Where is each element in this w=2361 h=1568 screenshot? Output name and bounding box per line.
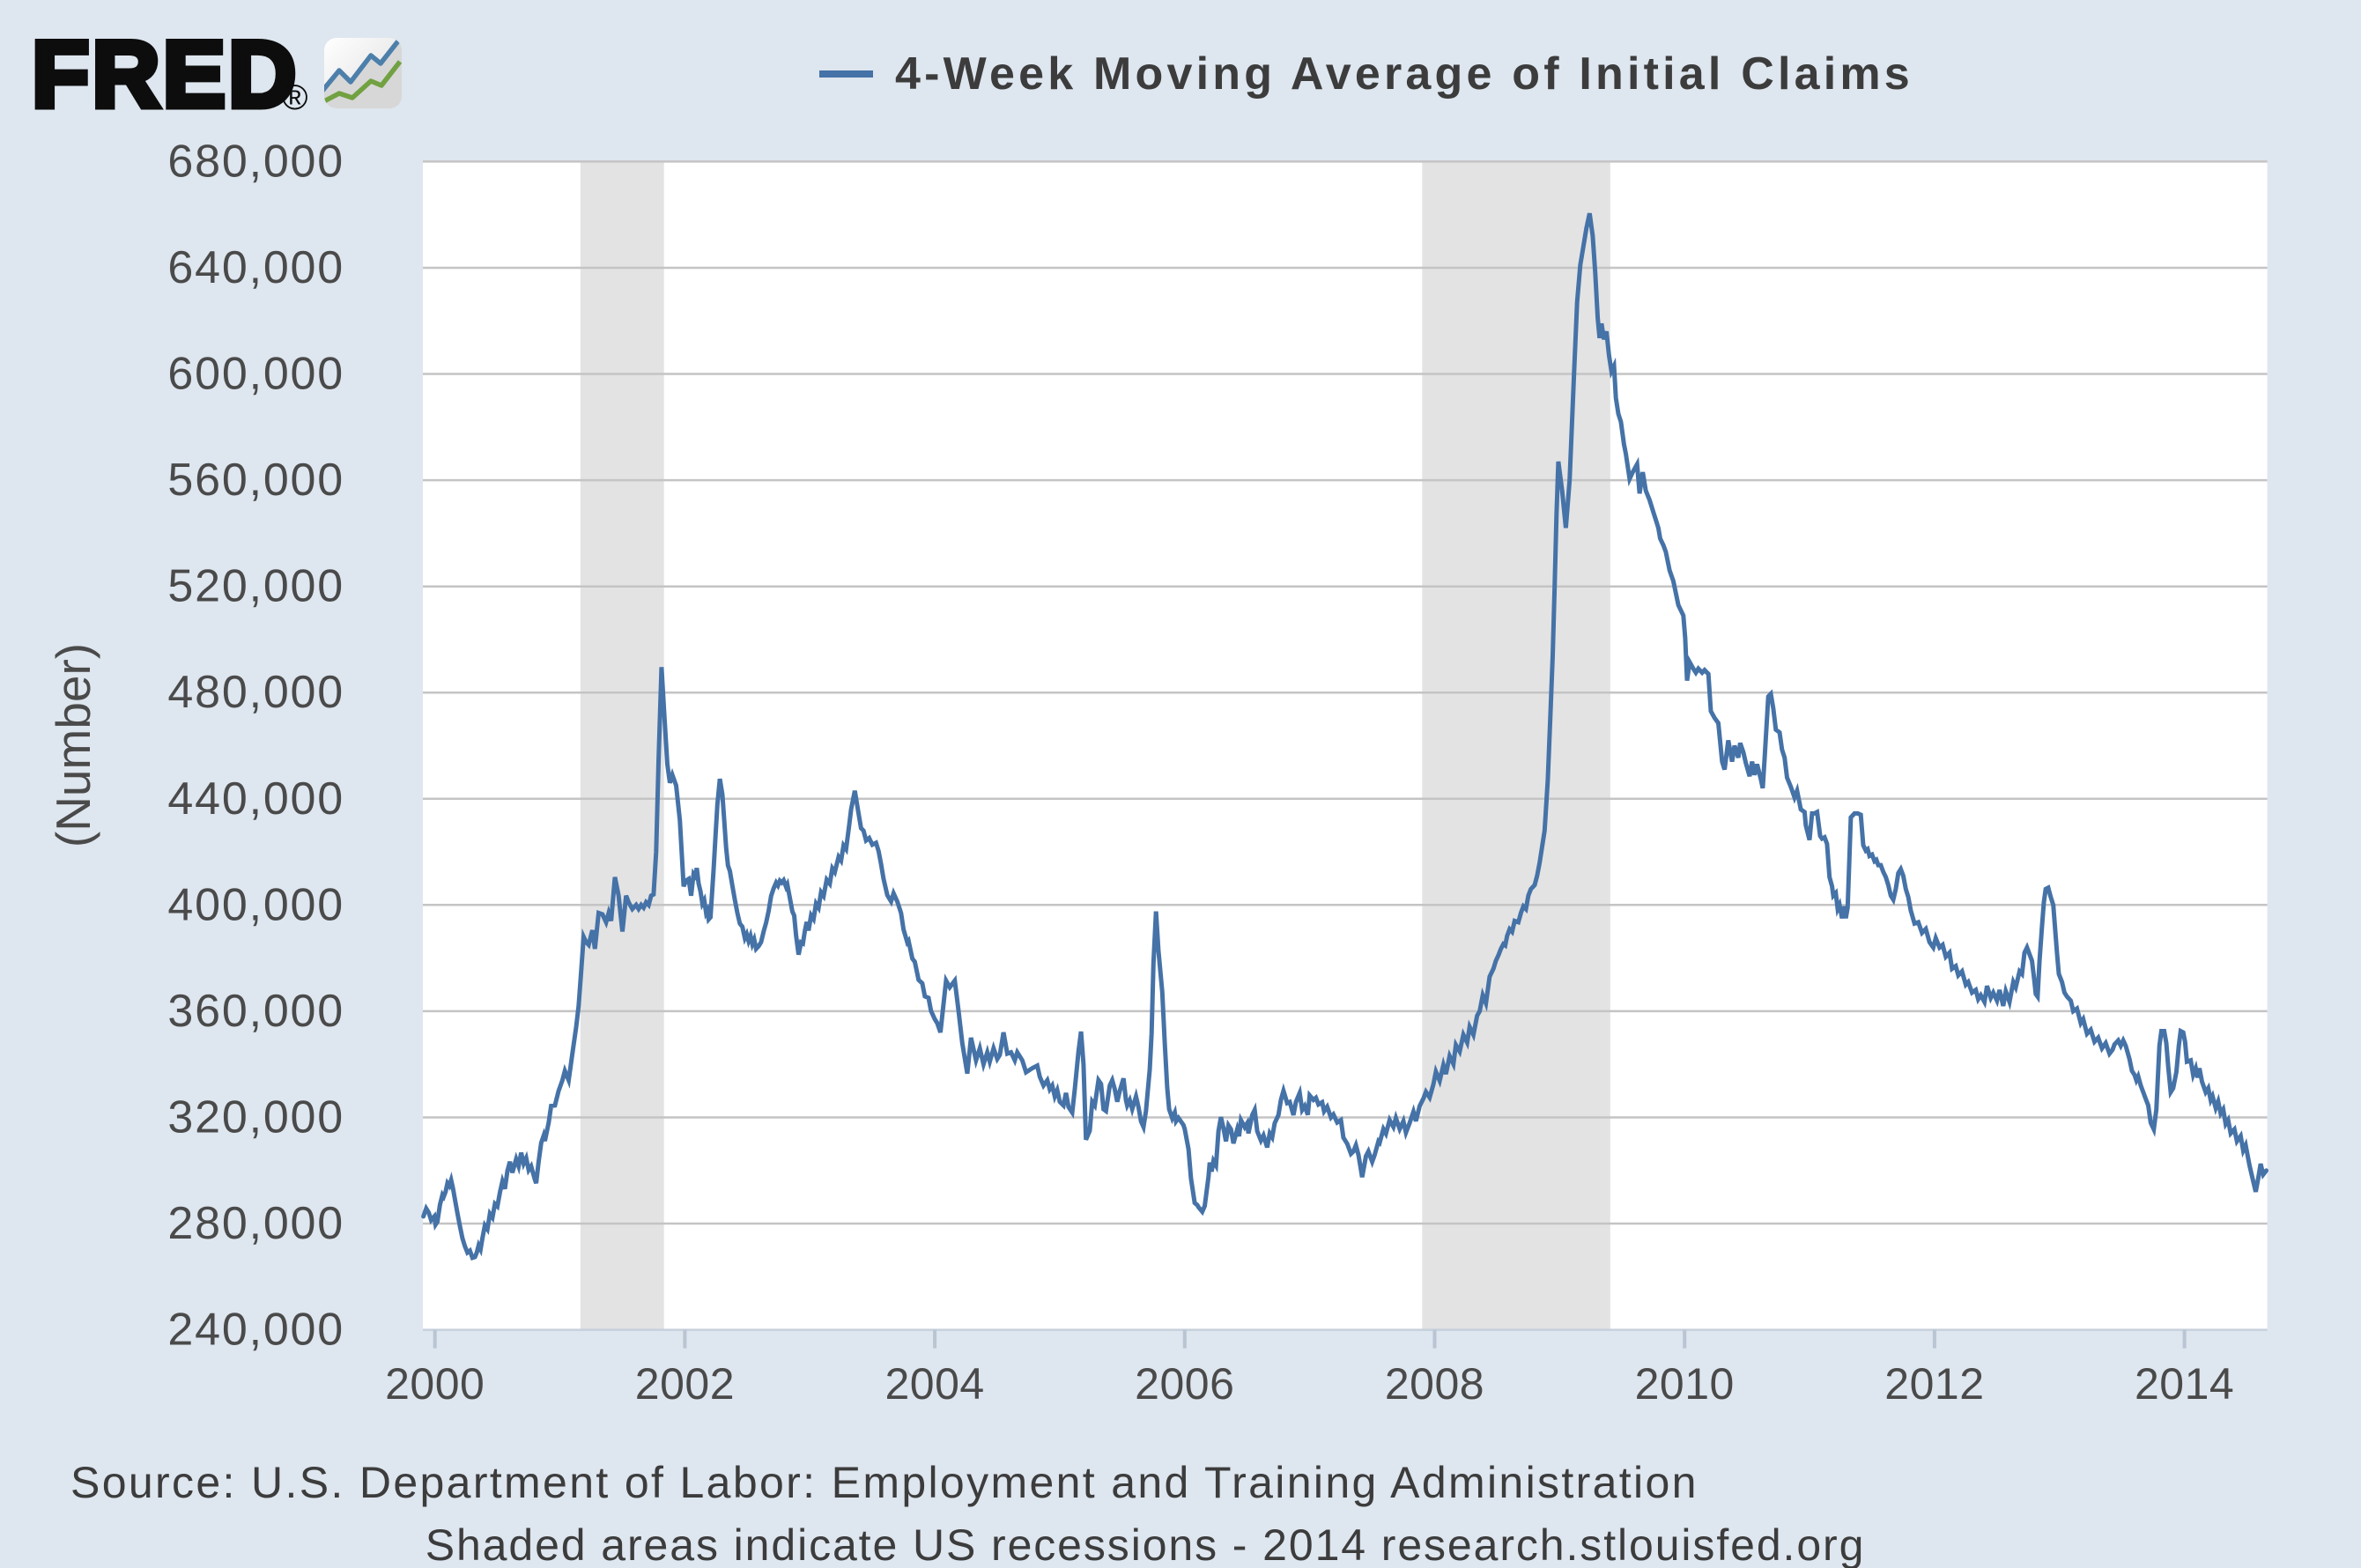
svg-text:2006: 2006	[1135, 1359, 1234, 1409]
svg-text:560,000: 560,000	[167, 455, 344, 506]
svg-text:360,000: 360,000	[167, 986, 344, 1037]
svg-text:240,000: 240,000	[167, 1305, 344, 1356]
svg-text:480,000: 480,000	[167, 667, 344, 718]
svg-text:2010: 2010	[1635, 1359, 1735, 1409]
svg-text:2008: 2008	[1385, 1359, 1484, 1409]
svg-text:600,000: 600,000	[167, 349, 344, 400]
svg-text:2004: 2004	[884, 1359, 984, 1409]
svg-text:320,000: 320,000	[167, 1092, 344, 1143]
svg-text:Shaded areas indicate US reces: Shaded areas indicate US recessions - 20…	[426, 1520, 1866, 1568]
svg-text:400,000: 400,000	[167, 879, 344, 930]
svg-text:2014: 2014	[2135, 1359, 2234, 1409]
svg-text:FRED: FRED	[32, 21, 299, 127]
svg-text:680,000: 680,000	[167, 136, 344, 187]
svg-text:(Number): (Number)	[46, 643, 100, 847]
svg-text:640,000: 640,000	[167, 242, 344, 293]
svg-text:®: ®	[282, 78, 307, 117]
svg-text:Source: U.S. Department of Lab: Source: U.S. Department of Labor: Employ…	[70, 1458, 1699, 1507]
svg-text:2002: 2002	[635, 1359, 735, 1409]
svg-text:4-Week Moving Average of Initi: 4-Week Moving Average of Initial Claims	[895, 48, 1913, 100]
svg-text:520,000: 520,000	[167, 561, 344, 612]
svg-text:280,000: 280,000	[167, 1198, 344, 1249]
svg-text:440,000: 440,000	[167, 773, 344, 825]
svg-text:2012: 2012	[1884, 1359, 1984, 1409]
svg-text:2000: 2000	[385, 1359, 485, 1409]
